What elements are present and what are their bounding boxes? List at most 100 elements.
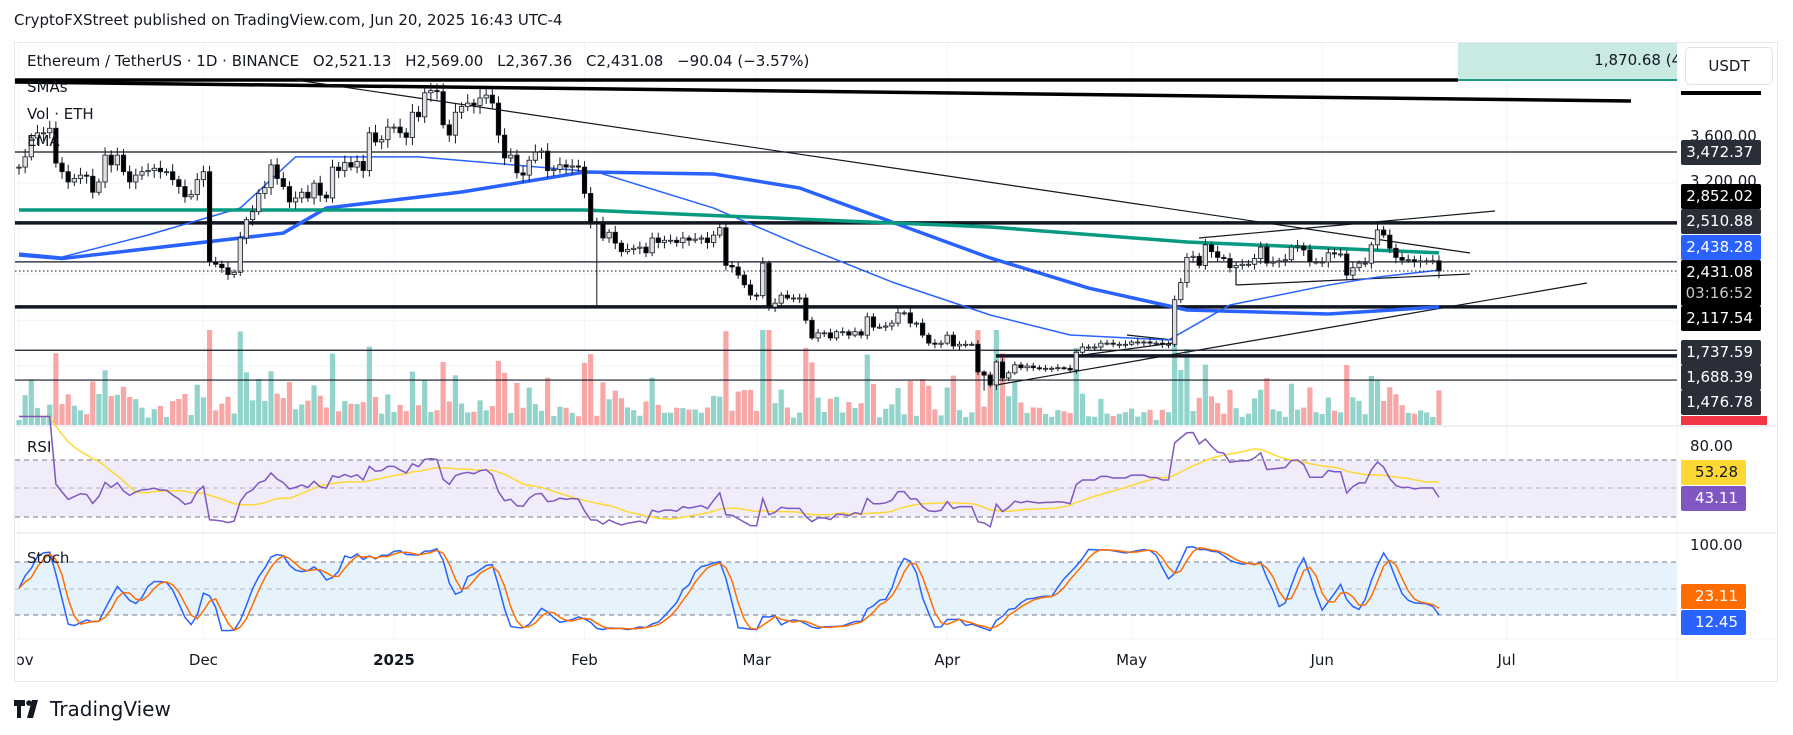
legend-smas[interactable]: SMAs <box>27 78 68 96</box>
candle-down <box>348 162 354 168</box>
candle-up <box>526 159 532 176</box>
volume-bar <box>495 360 502 425</box>
candle-down <box>84 174 90 177</box>
volume-bar <box>1055 410 1061 425</box>
candle-down <box>127 171 133 183</box>
candle-down <box>1411 259 1417 263</box>
descending-trendline[interactable] <box>295 79 1471 254</box>
candle-up <box>852 331 858 336</box>
legend-stoch[interactable]: Stoch <box>27 549 70 567</box>
price-label-1688: 1,688.39 <box>1681 365 1761 390</box>
chart-frame <box>14 42 1778 682</box>
candle-up <box>1245 263 1251 266</box>
volume-bar <box>1436 390 1442 425</box>
candle-up <box>1258 246 1264 259</box>
volume-bar <box>852 407 858 425</box>
trendlines[interactable] <box>14 78 1632 386</box>
candle-down <box>809 319 815 339</box>
candle-up <box>188 194 194 198</box>
candle-up <box>465 102 471 107</box>
volume-bar <box>1036 407 1043 425</box>
volume-bar <box>1147 409 1153 425</box>
volume-bar <box>16 420 22 425</box>
candle-down <box>563 164 569 168</box>
volume-bar <box>1135 416 1141 425</box>
candle-down <box>766 262 772 308</box>
currency-button[interactable]: USDT <box>1685 47 1773 85</box>
candle-up <box>1233 265 1239 269</box>
legend-volume[interactable]: Vol · ETH <box>27 105 94 123</box>
ohlc-high: H2,569.00 <box>405 52 484 70</box>
volume-bar <box>803 347 809 425</box>
candle-up <box>311 182 317 199</box>
candle-up <box>876 326 883 329</box>
candle-up <box>1294 245 1301 248</box>
volume-bar <box>1190 411 1196 425</box>
volume-bar <box>145 417 151 425</box>
volume-bar <box>508 412 514 425</box>
candle-up <box>47 127 53 134</box>
channel-upper-line[interactable] <box>1198 210 1496 239</box>
candle-up <box>163 171 170 174</box>
volume-bar <box>1184 349 1190 425</box>
horizontal-levels <box>15 151 1677 381</box>
tradingview-logo[interactable]: TradingView <box>14 697 171 721</box>
candle-up <box>151 167 157 171</box>
candle-down <box>612 231 618 244</box>
volume-bar <box>1092 416 1098 425</box>
volume-bar <box>311 385 317 425</box>
volume-bar <box>1294 409 1301 425</box>
sma-long-line <box>19 208 1440 255</box>
top-line-axis-marker <box>1681 91 1761 95</box>
candle-down <box>489 94 495 104</box>
volume-bar <box>950 375 956 425</box>
volume-bar <box>90 381 96 425</box>
candle-up <box>1098 342 1104 348</box>
volume-bar <box>1116 413 1122 425</box>
candle-down <box>1381 229 1387 236</box>
volume-bar <box>1258 389 1264 425</box>
candle-down <box>754 294 760 297</box>
candle-down <box>870 316 877 328</box>
price-label-3472: 3,472.37 <box>1681 140 1761 165</box>
wedge-lower-line[interactable] <box>1082 342 1174 356</box>
candle-down <box>575 165 581 168</box>
legend-rsi[interactable]: RSI <box>27 438 52 456</box>
volume-bar <box>655 404 661 425</box>
volume-bar <box>674 407 680 425</box>
ascending-support-line[interactable] <box>995 282 1588 386</box>
volume-bar <box>170 401 176 425</box>
volume-bar <box>821 412 827 425</box>
candle-down <box>747 284 754 296</box>
measure-box: 1,870.68 (45.7 <box>1458 43 1677 81</box>
legend-ema[interactable]: EMA <box>27 132 60 150</box>
ma-label-2438: 2,438.28 <box>1681 235 1761 260</box>
volume-bar <box>772 403 778 425</box>
volume-bar <box>784 407 790 425</box>
volume-bar <box>1282 416 1288 425</box>
candle-down <box>471 102 477 106</box>
volume-bars <box>16 330 1442 425</box>
symbol-name[interactable]: Ethereum / TetherUS · 1D · BINANCE <box>27 52 300 70</box>
volume-bar <box>342 400 348 425</box>
volume-bar <box>698 412 704 425</box>
volume-bar <box>594 415 600 425</box>
descending-line-top[interactable] <box>14 80 1632 103</box>
volume-bar <box>514 382 520 425</box>
candle-up <box>631 247 637 250</box>
candle-down <box>219 263 225 269</box>
volume-bar <box>975 330 981 425</box>
volume-bar <box>858 403 864 425</box>
candle-down <box>495 102 502 136</box>
candle-up <box>1049 367 1055 370</box>
candle-down <box>1387 234 1393 249</box>
volume-bar <box>1417 410 1424 425</box>
moving-averages <box>18 156 1440 341</box>
candle-down <box>1331 252 1338 255</box>
volume-bar <box>471 411 477 425</box>
candle-down <box>846 331 852 336</box>
candle-down <box>440 91 446 126</box>
volume-bar <box>1012 381 1018 425</box>
sma-slow-line <box>18 170 1440 316</box>
